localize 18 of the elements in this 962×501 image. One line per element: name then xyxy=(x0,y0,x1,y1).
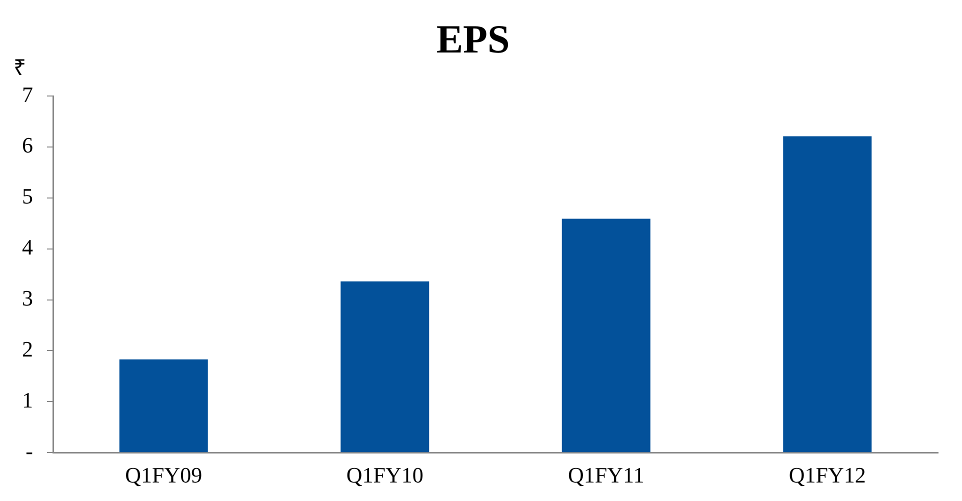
y-tick-label: 7 xyxy=(22,82,33,107)
chart-title: EPS xyxy=(436,16,510,62)
y-tick-label: 2 xyxy=(22,336,33,362)
x-tick-label: Q1FY10 xyxy=(346,462,424,488)
y-tick-label: 5 xyxy=(22,184,33,209)
bar xyxy=(783,136,872,452)
x-tick-label: Q1FY11 xyxy=(568,462,644,488)
bar xyxy=(340,281,430,452)
x-tick-label: Q1FY09 xyxy=(125,462,202,488)
x-tick-label: Q1FY12 xyxy=(788,462,866,488)
y-tick-label: 1 xyxy=(22,387,33,412)
y-tick-label: 4 xyxy=(22,234,33,260)
bar xyxy=(119,359,208,452)
y-axis-title: ₹ xyxy=(14,54,26,80)
y-tick-label: - xyxy=(26,438,33,464)
bar xyxy=(562,218,650,452)
y-tick-label: 3 xyxy=(22,286,33,311)
y-tick-label: 6 xyxy=(22,132,33,158)
